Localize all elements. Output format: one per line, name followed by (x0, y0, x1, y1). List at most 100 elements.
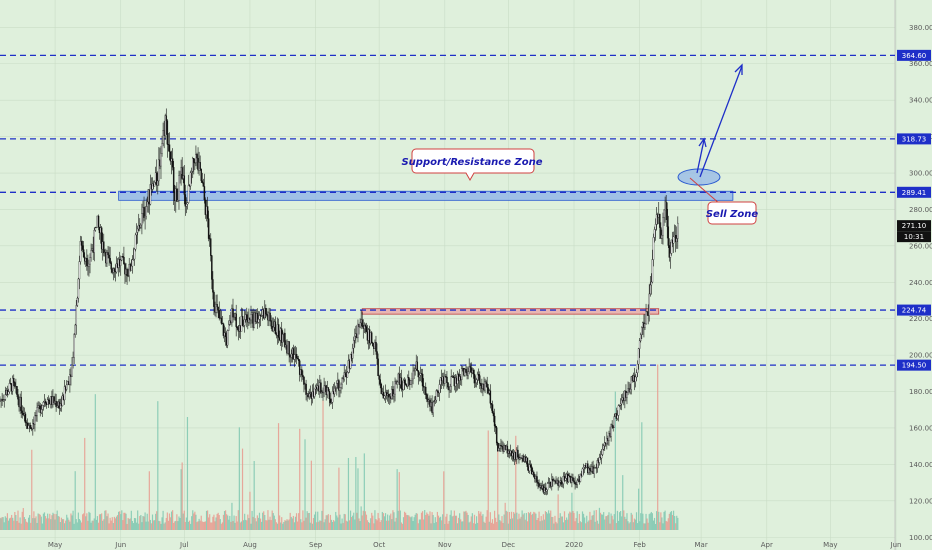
candle-body (282, 334, 284, 343)
volume-bar (275, 522, 278, 530)
volume-bar (8, 518, 11, 530)
volume-bar (93, 518, 95, 530)
volume-bar (157, 401, 159, 530)
volume-bar (357, 468, 359, 530)
volume-bar (323, 522, 325, 530)
candle-body (331, 391, 334, 403)
volume-bar (633, 518, 635, 530)
candle-body (662, 217, 664, 236)
volume-bar (167, 520, 169, 530)
volume-bar (147, 521, 149, 530)
candle-body (498, 448, 500, 452)
volume-bar (562, 522, 565, 530)
volume-bar (498, 514, 500, 530)
volume-bar (27, 517, 30, 530)
candle-body (339, 387, 341, 391)
volume-bar (49, 513, 51, 530)
volume-bar (337, 517, 339, 530)
candle-body (490, 403, 493, 405)
candle-body (452, 375, 455, 378)
volume-bar (532, 513, 534, 530)
volume-bar (188, 520, 191, 530)
volume-bar (236, 521, 238, 530)
volume-bar (470, 516, 472, 530)
volume-bar (148, 471, 150, 530)
candle-body (3, 399, 5, 401)
volume-bar (115, 516, 118, 530)
volume-bar (473, 514, 476, 530)
volume-bar (360, 506, 362, 530)
candle-body (558, 482, 560, 486)
callouts[interactable]: Support/Resistance Zone Sell Zone (401, 148, 758, 225)
volume-bar (122, 520, 124, 530)
level-tag-label: 224.74 (902, 307, 927, 315)
volume-bar (178, 516, 180, 530)
candle-body (25, 422, 28, 424)
volume-bar (433, 523, 435, 530)
candle-body (596, 460, 599, 468)
support-resistance-callout[interactable]: Support/Resistance Zone (401, 148, 543, 182)
volume-bar (585, 523, 587, 530)
volume-bar (667, 518, 669, 530)
volume-bar (307, 513, 309, 530)
volume-bar (428, 515, 430, 530)
candle-body (186, 202, 189, 205)
candle-body (220, 317, 223, 324)
candle-body (610, 424, 612, 437)
volume-bar (370, 518, 372, 530)
candle-body (670, 239, 673, 254)
volume-bar (106, 516, 108, 530)
candle-body (447, 382, 449, 388)
candle-body (56, 405, 58, 408)
candle-body (168, 144, 171, 152)
candle-body (185, 203, 188, 207)
volume-bar (4, 516, 6, 530)
volume-bar (21, 511, 23, 530)
candle-body (648, 293, 650, 316)
sell-zone-callout[interactable]: Sell Zone (689, 177, 758, 225)
candle-body (80, 241, 83, 246)
candle-body (474, 382, 477, 384)
volume-bar (620, 511, 622, 530)
candle-body (606, 438, 608, 445)
candle-body (530, 466, 533, 475)
volume-bar (55, 514, 57, 530)
volume-bar (630, 512, 632, 530)
volume-bar (584, 517, 586, 530)
candle-body (619, 403, 622, 406)
volume-bar (378, 518, 380, 530)
sell-target-ellipse[interactable] (677, 168, 721, 186)
volume-bar (246, 520, 248, 530)
candle-body (436, 390, 439, 392)
volume-bar (635, 512, 638, 530)
level-tag (897, 304, 931, 316)
volume-bar (216, 513, 218, 530)
volume-bar (492, 523, 495, 530)
volume-bar (39, 514, 41, 530)
candle-body (215, 304, 217, 313)
volume-bar (59, 522, 61, 530)
candle-body (132, 258, 135, 260)
volume-bar (313, 514, 316, 530)
drawings[interactable] (677, 63, 743, 186)
volume-bar (85, 516, 87, 530)
volume-bar (265, 520, 267, 530)
volume-bar (672, 510, 675, 530)
volume-bar (339, 514, 341, 530)
volume-bar (90, 522, 92, 530)
volume-bar (384, 513, 387, 530)
candle-body (145, 206, 147, 217)
volume-bar (642, 513, 644, 530)
arrow-small-shaft[interactable] (696, 139, 705, 174)
volume-bar (56, 510, 58, 530)
volume-bar (590, 519, 592, 530)
volume-bar (334, 521, 336, 530)
arrow-large-shaft[interactable] (699, 65, 743, 178)
volume-bar (133, 517, 136, 530)
volume-bar (572, 510, 574, 530)
volume-bar (432, 514, 434, 530)
horizontal-levels[interactable] (0, 54, 895, 366)
candle-body (7, 391, 10, 395)
volume-bar (508, 512, 511, 530)
